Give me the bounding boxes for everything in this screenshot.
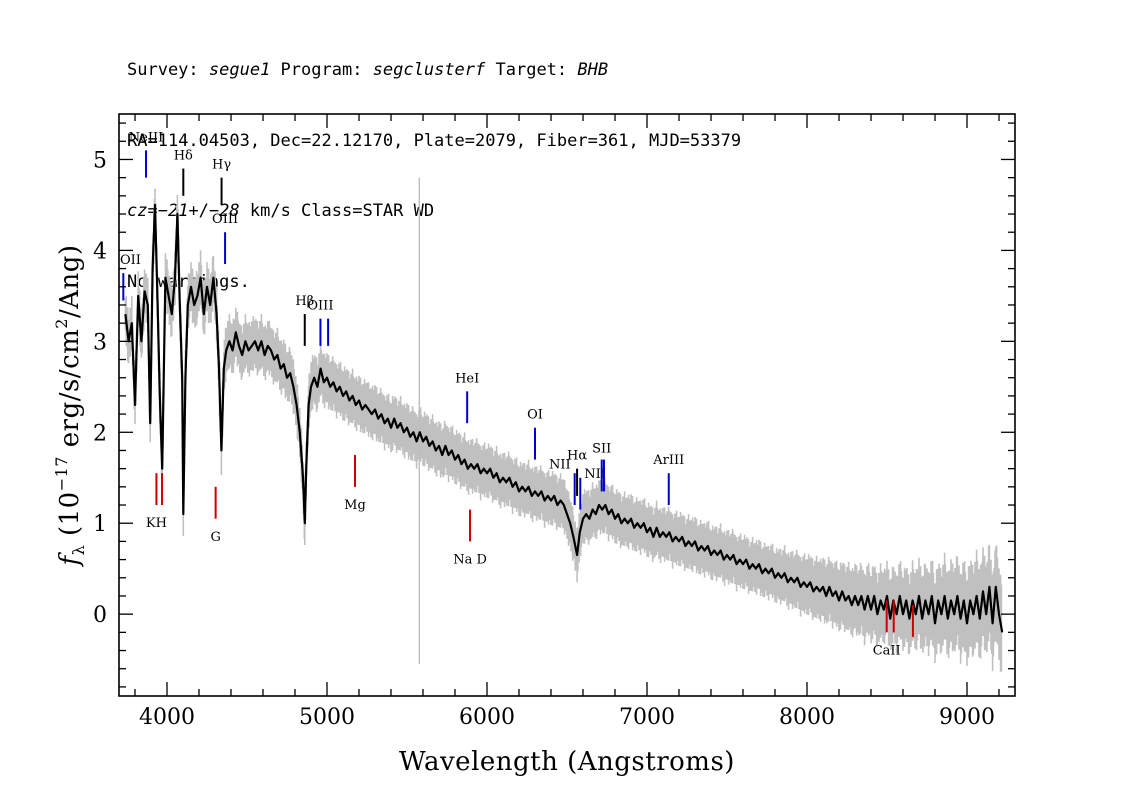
x-tick-label: 7000 (619, 705, 675, 730)
y-axis-label-part: −17 (52, 456, 71, 491)
line-marker-label: SII (592, 441, 611, 456)
survey-run-2: Program: (270, 60, 373, 80)
plot-frame (118, 113, 1016, 697)
line-marker-label: Hα (567, 449, 587, 464)
survey-run-0: Survey: (127, 60, 209, 80)
y-tick-label: 5 (93, 148, 107, 173)
line-marker-label: NeIII (129, 130, 163, 145)
header-line-survey: Survey: segue1 Program: segclusterf Targ… (127, 59, 741, 83)
x-tick-label: 5000 (299, 705, 355, 730)
line-marker-label: Hβ (295, 294, 314, 309)
line-marker-label: NII (584, 467, 606, 482)
survey-run-4: Target: (485, 60, 578, 80)
line-marker-label: OIII (212, 212, 238, 227)
axes (118, 113, 1016, 697)
line-marker-label: NII (549, 458, 571, 473)
y-tick-label: 0 (93, 603, 107, 628)
line-marker-label: OI (527, 408, 543, 423)
y-tick-label: 4 (93, 239, 107, 264)
redshift-run-0: cz= (127, 201, 158, 221)
line-marker-label: G (210, 530, 220, 545)
line-marker-label: OII (120, 253, 141, 268)
survey-run-5: BHB (577, 60, 609, 80)
error-band-path (124, 188, 1003, 672)
y-axis-label-part: (10 (55, 491, 85, 545)
line-marker-label: OIII (307, 299, 333, 314)
tick-labels: 4000 5000 6000 7000 8000 9000 0 1 2 3 4 5 (93, 148, 995, 730)
line-marker-label: ArIII (652, 453, 684, 468)
y-tick-label: 3 (93, 330, 107, 355)
y-axis-label-part: erg/s/cm (55, 329, 85, 456)
line-marker-label: CaII (873, 644, 901, 659)
flux-series (124, 203, 1004, 633)
y-axis-label-part: f (55, 552, 85, 568)
line-marker-label: Hγ (212, 158, 231, 173)
y-axis-label-part: 2 (52, 318, 71, 329)
x-tick-label: 9000 (939, 705, 995, 730)
flux-line (124, 203, 1004, 633)
error-band (124, 188, 1003, 672)
y-axis-label-part: /Ang) (55, 244, 85, 318)
y-tick-label: 1 (93, 512, 107, 537)
line-markers: NeIIIOIIHδHγOIIIHβOIIIHeIOINIIHαNIISIIAr… (120, 130, 914, 659)
line-marker-label: Na D (453, 553, 487, 568)
x-axis-label: Wavelength (Angstroms) (399, 747, 735, 777)
x-tick-label: 6000 (459, 705, 515, 730)
header-line-coordinates: RA=114.04503, Dec=22.12170, Plate=2079, … (127, 130, 742, 151)
line-marker-label: KH (146, 516, 167, 531)
spectrum-header: Survey: segue1 Program: segclusterf Targ… (127, 12, 741, 318)
line-marker-label: HeI (455, 371, 479, 386)
redshift-run-1: −21 (157, 201, 189, 221)
survey-run-3: segclusterf (372, 60, 486, 80)
line-marker-label: Hδ (174, 148, 193, 163)
line-marker-label: Mg (344, 498, 366, 513)
y-tick-label: 2 (93, 421, 107, 446)
survey-run-1: segue1 (208, 60, 271, 80)
y-axis-label-part: λ (69, 545, 88, 556)
redshift-run-3: −28 (208, 201, 240, 221)
redshift-run-2: +/ (188, 201, 209, 221)
x-tick-label: 4000 (139, 705, 195, 730)
y-axis-label: fλ (10−17 erg/s/cm2/Ang) (52, 244, 88, 567)
x-tick-label: 8000 (779, 705, 835, 730)
